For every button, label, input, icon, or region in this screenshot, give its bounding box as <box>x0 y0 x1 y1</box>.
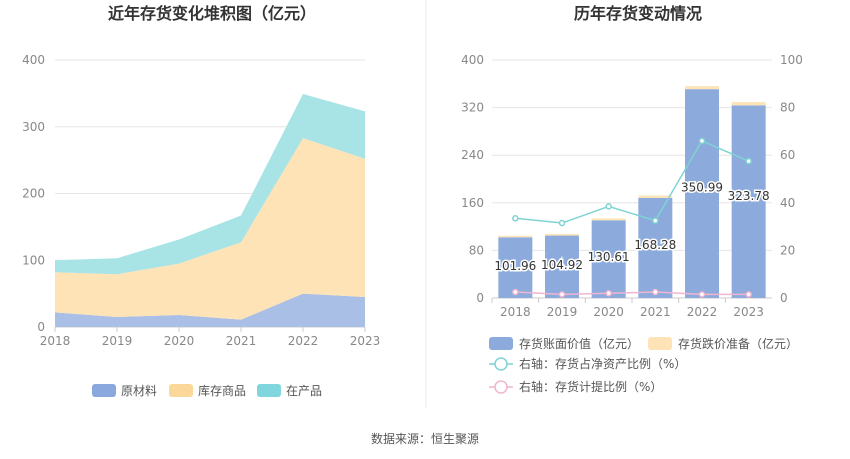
left-legend: 原材料 库存商品 在产品 <box>92 383 322 398</box>
left-x-tick-label: 2023 <box>350 334 381 348</box>
ratio-line-2 <box>515 291 749 296</box>
ratio-point <box>605 203 612 210</box>
book-value-bar <box>638 197 673 298</box>
left-chart-title: 近年存货变化堆积图（亿元） <box>108 4 316 23</box>
legend-label-ratio: 右轴：存货占净资产比例（%） <box>519 356 686 371</box>
right-x-tick-label: 2020 <box>593 305 624 319</box>
bar-value-label: 168.28 <box>634 238 676 252</box>
provision-bar <box>591 218 626 221</box>
ratio-point <box>698 137 706 145</box>
book-value-bar <box>545 235 579 298</box>
right-legend: 存货账面价值（亿元） 存货跌价准备（亿元） 右轴：存货占净资产比例（%） 右轴：存货计… <box>489 336 798 394</box>
ratio-line-1 <box>515 139 749 224</box>
provision-bar <box>498 235 533 238</box>
right-line-series <box>512 137 752 298</box>
inventory-bar-line-chart: 历年存货变动情况 101.96 104.92 130.61 168.28 350.99 3… <box>461 4 803 394</box>
bar-value-label: 323.78 <box>728 189 770 203</box>
legend-label-book-value: 存货账面价值（亿元） <box>519 336 639 351</box>
provision-bar <box>545 234 579 236</box>
legend-swatch-book-value <box>489 337 513 350</box>
legend-marker <box>494 380 508 394</box>
book-value-bar <box>685 89 719 298</box>
bar-value-label: 350.99 <box>681 180 723 194</box>
left-y-tick-labels: 0 100 200 300 400 <box>22 53 45 334</box>
legend-swatch-provision <box>648 337 672 350</box>
right-y2-tick-label: 20 <box>780 243 795 257</box>
left-legend-swatch <box>169 384 193 397</box>
right-y-tick-label: 240 <box>461 148 484 162</box>
left-legend-swatch <box>257 384 281 397</box>
right-x-tick-label: 2023 <box>733 305 764 319</box>
right-y2-tick-labels: 0 20 40 60 80 100 <box>780 53 803 305</box>
ratio-point <box>652 217 659 224</box>
left-legend-swatch <box>92 384 116 397</box>
left-x-tick-labels: 2018 2019 2020 2021 2022 2023 <box>40 327 381 348</box>
bar-value-label: 101.96 <box>494 259 536 273</box>
provision-bar <box>638 195 673 198</box>
ratio-point <box>745 157 752 165</box>
ratio-point <box>698 291 706 298</box>
left-x-tick-label: 2020 <box>164 334 195 348</box>
right-y2-tick-label: 40 <box>780 196 795 210</box>
left-y-tick-label: 300 <box>22 120 45 134</box>
right-bar-series <box>498 86 766 299</box>
legend-label-provision: 存货跌价准备（亿元） <box>678 336 798 351</box>
right-y2-tick-label: 100 <box>780 53 803 67</box>
left-legend-label: 在产品 <box>286 384 322 398</box>
area-series-1 <box>55 138 365 320</box>
right-x-tick-label: 2021 <box>640 305 671 319</box>
left-x-tick-label: 2021 <box>226 334 257 348</box>
left-area-series <box>55 94 365 327</box>
provision-bar <box>731 102 766 106</box>
stacked-area-chart: 近年存货变化堆积图（亿元） 0 100 200 300 400 2018 2019 2020… <box>22 4 380 398</box>
left-legend-label: 原材料 <box>121 384 157 398</box>
book-value-bar <box>731 105 766 299</box>
left-y-tick-label: 400 <box>22 53 45 67</box>
right-y-tick-label: 320 <box>461 101 484 115</box>
right-y-tick-label: 0 <box>476 291 484 305</box>
right-y2-tick-label: 0 <box>780 291 788 305</box>
book-value-bar <box>591 220 626 298</box>
book-value-bar <box>498 237 533 298</box>
ratio-point <box>745 291 752 298</box>
right-y-tick-label: 80 <box>469 243 484 257</box>
ratio-point <box>558 291 566 298</box>
right-x-tick-label: 2019 <box>547 305 578 319</box>
right-x-tick-label: 2018 <box>500 305 531 319</box>
ratio-point <box>558 219 566 227</box>
legend-label-ratio: 右轴：存货计提比例（%） <box>519 379 662 394</box>
right-y2-tick-label: 60 <box>780 148 795 162</box>
right-y-tick-labels: 0 80 160 240 320 400 <box>461 53 484 305</box>
right-x-tick-label: 2022 <box>687 305 718 319</box>
data-source: 数据来源：恒生聚源 <box>371 431 479 446</box>
bar-value-label: 104.92 <box>541 258 583 272</box>
left-y-tick-label: 100 <box>22 253 45 267</box>
legend-marker <box>494 357 508 371</box>
ratio-point <box>512 215 519 222</box>
left-x-tick-label: 2019 <box>102 334 133 348</box>
right-y2-tick-label: 80 <box>780 101 795 115</box>
right-chart-title: 历年存货变动情况 <box>574 4 702 23</box>
left-x-tick-label: 2022 <box>288 334 319 348</box>
left-y-tick-label: 0 <box>37 320 45 334</box>
area-series-2 <box>55 94 365 275</box>
right-y-tick-label: 160 <box>461 196 484 210</box>
right-y-tick-label: 400 <box>461 53 484 67</box>
right-bar-labels: 101.96 104.92 130.61 168.28 350.99 323.78 <box>493 179 771 275</box>
bar-value-label: 130.61 <box>588 250 630 264</box>
ratio-point <box>605 289 612 297</box>
ratio-point <box>512 288 519 296</box>
left-legend-label: 库存商品 <box>198 383 246 398</box>
right-x-tick-labels: 2018 2019 2020 2021 2022 2023 <box>491 298 764 319</box>
left-x-tick-label: 2018 <box>40 334 71 348</box>
area-series-0 <box>55 293 365 327</box>
ratio-point <box>652 288 659 296</box>
left-y-tick-label: 200 <box>22 187 45 201</box>
provision-bar <box>685 86 719 90</box>
